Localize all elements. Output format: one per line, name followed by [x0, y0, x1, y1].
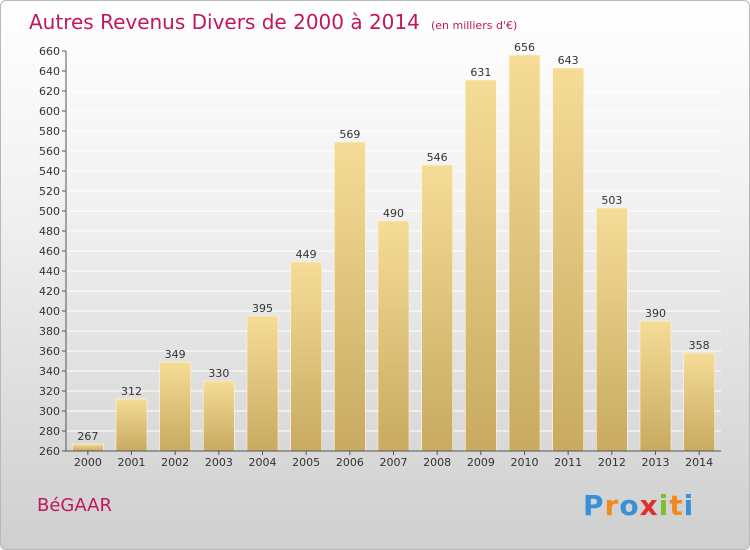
- axes: 260 280 300 320 340 360 380 400 420 440 460 480 500 5…: [39, 45, 721, 469]
- data-label-2013: 390: [645, 307, 666, 320]
- data-label-2003: 330: [208, 367, 229, 380]
- y-tick-label: 580: [39, 125, 60, 138]
- y-tick-label: 660: [39, 45, 60, 58]
- y-tick-label: 320: [39, 385, 60, 398]
- y-tick-label: 600: [39, 105, 60, 118]
- y-tick-label: 640: [39, 65, 60, 78]
- logo-letter: t: [669, 489, 684, 522]
- y-tick-label: 480: [39, 225, 60, 238]
- y-tick-label: 500: [39, 205, 60, 218]
- y-tick-label: 560: [39, 145, 60, 158]
- data-label-2001: 312: [121, 385, 142, 398]
- x-tick-label-2002: 2002: [161, 456, 189, 469]
- y-tick-label: 300: [39, 405, 60, 418]
- chart-title-unit: (en milliers d'€): [430, 19, 518, 32]
- bar-2001: [115, 398, 148, 452]
- proxiti-logo: Proxiti: [583, 489, 694, 522]
- x-tick-label-2011: 2011: [554, 456, 582, 469]
- y-tick-label: 340: [39, 365, 60, 378]
- y-tick-label: 280: [39, 425, 60, 438]
- logo-letter: i: [658, 489, 670, 522]
- bar-2012: [596, 207, 628, 452]
- x-tick-label-2004: 2004: [249, 456, 277, 469]
- x-tick-label-2001: 2001: [118, 456, 146, 469]
- logo-letter: x: [639, 489, 659, 522]
- commune-name: BéGAAR: [37, 495, 113, 516]
- y-tick-label: 460: [39, 245, 60, 258]
- bar-2008: [421, 164, 453, 452]
- bar-2014: [683, 352, 715, 452]
- x-tick-label-2013: 2013: [642, 456, 670, 469]
- bars: [72, 54, 715, 452]
- data-label-2008: 546: [427, 151, 448, 164]
- bar-2007: [377, 220, 410, 452]
- y-tick-label: 440: [39, 265, 60, 278]
- data-label-2014: 358: [689, 339, 710, 352]
- data-labels: 267 312 349 330 395 449 569 490 546 631 656 643 503 3…: [77, 41, 709, 443]
- bar-2010: [508, 54, 541, 452]
- x-tick-label-2006: 2006: [336, 456, 364, 469]
- bar-2004: [246, 315, 279, 452]
- bar-2005: [290, 261, 322, 452]
- bar-2002: [159, 361, 191, 452]
- data-label-2010: 656: [514, 41, 535, 54]
- data-label-2007: 490: [383, 207, 404, 220]
- data-label-2012: 503: [601, 194, 622, 207]
- logo-letter: r: [604, 489, 620, 522]
- y-tick-label: 540: [39, 165, 60, 178]
- data-label-2000: 267: [77, 430, 98, 443]
- data-label-2006: 569: [339, 128, 360, 141]
- x-tick-label-2009: 2009: [467, 456, 495, 469]
- data-label-2004: 395: [252, 302, 273, 315]
- bar-2011: [552, 67, 584, 452]
- y-tick-label: 620: [39, 85, 60, 98]
- x-tick-label-2005: 2005: [292, 456, 320, 469]
- logo-letter: i: [683, 489, 695, 522]
- data-label-2009: 631: [470, 66, 491, 79]
- y-tick-label: 520: [39, 185, 60, 198]
- logo-letter: P: [583, 489, 605, 522]
- y-tick-label: 400: [39, 305, 60, 318]
- bar-2006: [334, 141, 366, 452]
- y-tick-label: 420: [39, 285, 60, 298]
- bar-2000: [72, 443, 104, 452]
- y-tick-label: 380: [39, 325, 60, 338]
- data-label-2002: 349: [165, 348, 186, 361]
- bar-2013: [639, 320, 672, 452]
- bar-2003: [203, 380, 235, 452]
- bar-2009: [465, 79, 497, 452]
- chart-title-main: Autres Revenus Divers de 2000 à 2014: [29, 10, 420, 34]
- x-tick-label-2012: 2012: [598, 456, 626, 469]
- x-tick-label-2000: 2000: [74, 456, 102, 469]
- y-tick-label: 260: [39, 445, 60, 458]
- x-tick-label-2007: 2007: [380, 456, 408, 469]
- x-tick-label-2014: 2014: [685, 456, 713, 469]
- x-tick-label-2010: 2010: [511, 456, 539, 469]
- data-label-2005: 449: [296, 248, 317, 261]
- chart-title: Autres Revenus Divers de 2000 à 2014 (en…: [29, 10, 517, 34]
- x-tick-label-2008: 2008: [423, 456, 451, 469]
- y-tick-label: 360: [39, 345, 60, 358]
- x-tick-label-2003: 2003: [205, 456, 233, 469]
- data-label-2011: 643: [558, 54, 579, 67]
- logo-letter: o: [619, 489, 640, 522]
